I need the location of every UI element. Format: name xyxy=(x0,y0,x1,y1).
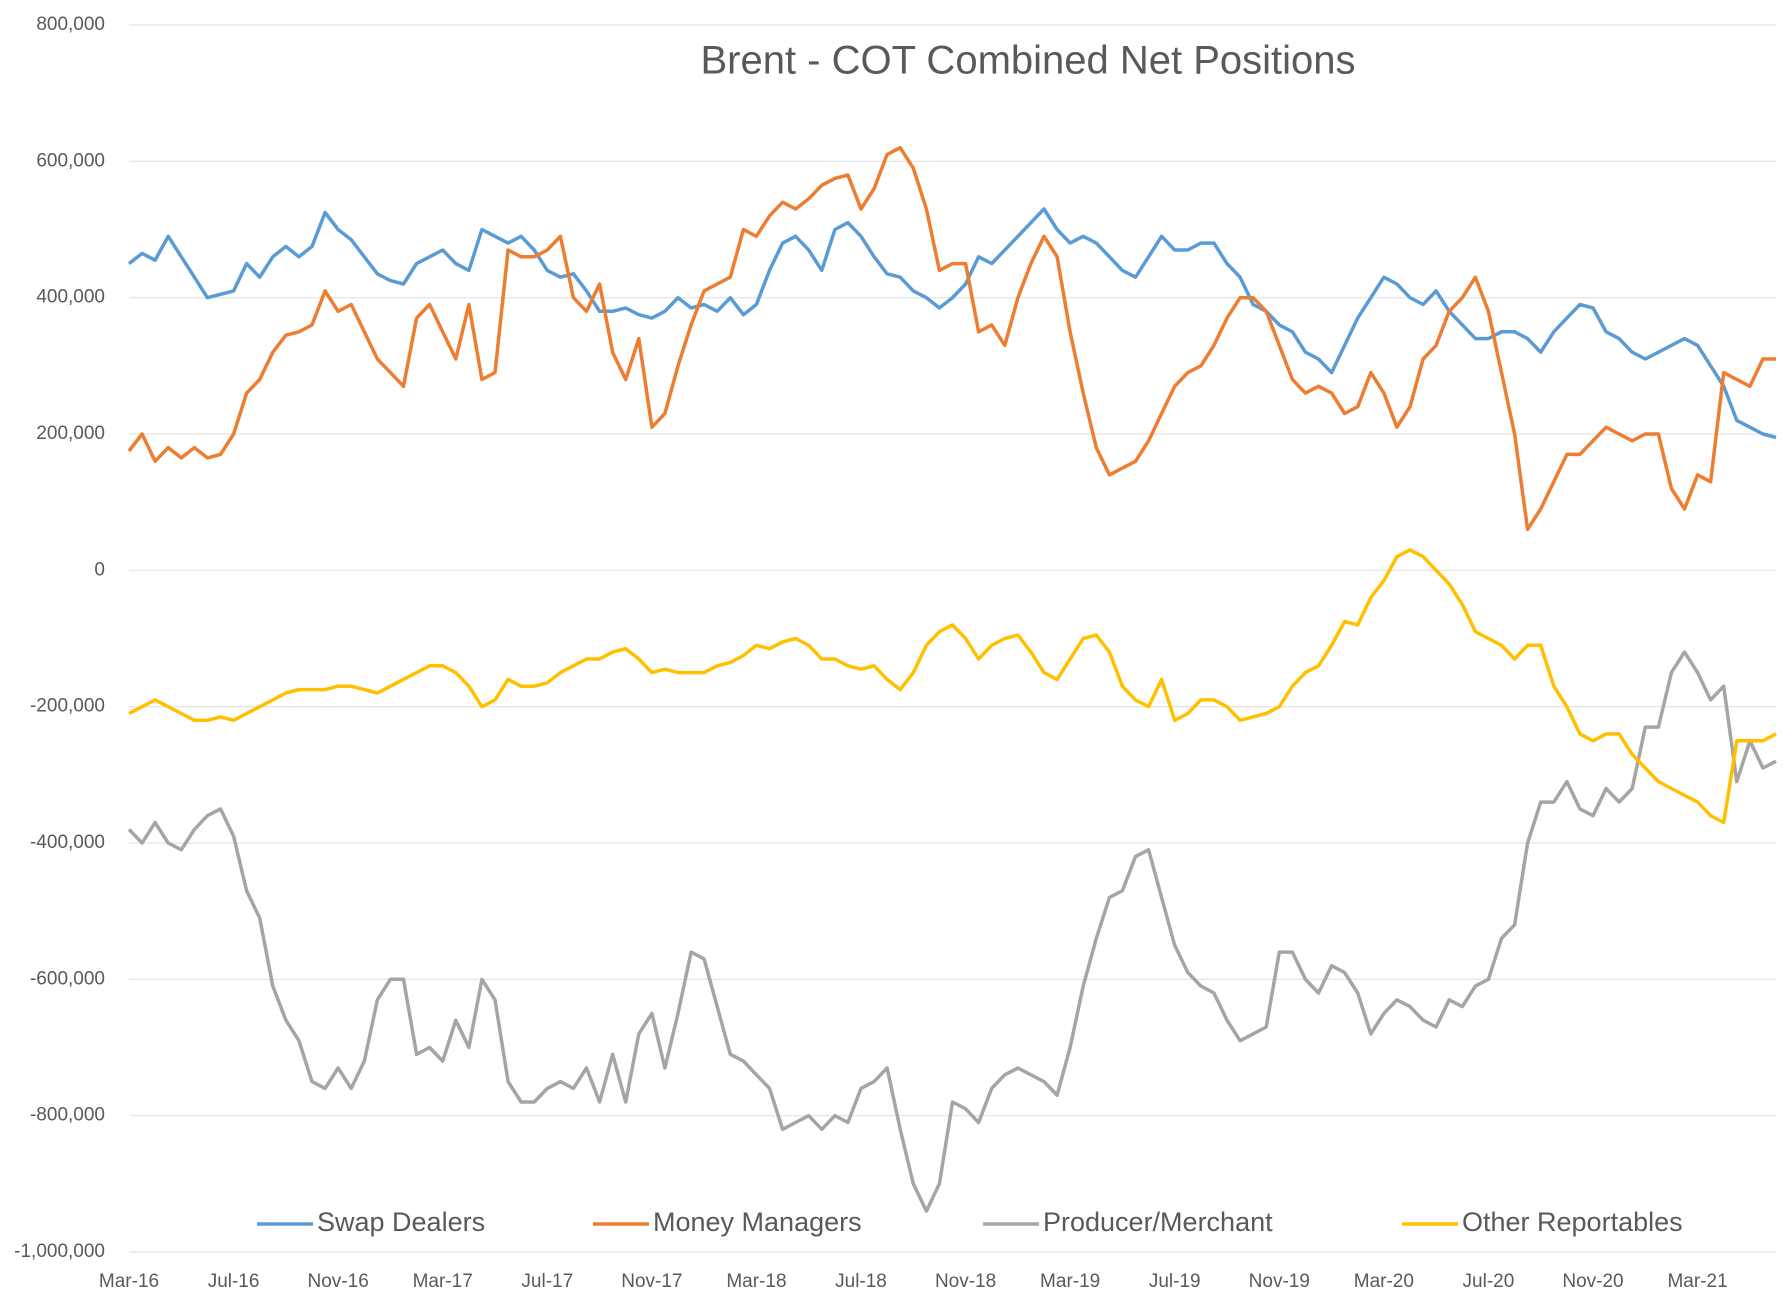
y-tick-label: -400,000 xyxy=(30,832,105,853)
legend-label: Swap Dealers xyxy=(317,1207,485,1237)
x-tick-label: Mar-19 xyxy=(1040,1271,1100,1292)
y-tick-label: 0 xyxy=(94,559,105,580)
x-tick-label: Jul-16 xyxy=(208,1271,260,1292)
y-tick-label: 600,000 xyxy=(36,150,105,171)
series-line xyxy=(128,548,1777,825)
x-tick-label: Nov-20 xyxy=(1562,1271,1623,1292)
series-line xyxy=(127,207,1777,440)
x-tick-label: Mar-21 xyxy=(1667,1271,1727,1292)
x-tick-label: Nov-19 xyxy=(1249,1271,1310,1292)
x-tick-label: Mar-16 xyxy=(99,1271,159,1292)
y-tick-label: 800,000 xyxy=(36,14,105,35)
y-tick-label: 400,000 xyxy=(36,287,105,308)
x-tick-label: Nov-18 xyxy=(935,1271,996,1292)
legend-label: Money Managers xyxy=(653,1207,862,1237)
chart-title: Brent - COT Combined Net Positions xyxy=(700,39,1355,83)
y-tick-label: -1,000,000 xyxy=(14,1241,105,1262)
x-tick-label: Nov-17 xyxy=(621,1271,682,1292)
x-tick-label: Mar-20 xyxy=(1354,1271,1414,1292)
series-line xyxy=(127,145,1776,532)
x-tick-label: Mar-18 xyxy=(726,1271,786,1292)
x-tick-label: Mar-17 xyxy=(413,1271,473,1292)
x-tick-label: Jul-19 xyxy=(1149,1271,1201,1292)
x-tick-label: Jul-17 xyxy=(521,1271,573,1292)
legend-label: Other Reportables xyxy=(1462,1207,1683,1237)
x-tick-label: Nov-16 xyxy=(308,1271,369,1292)
y-tick-label: 200,000 xyxy=(36,423,105,444)
y-tick-label: -200,000 xyxy=(30,696,105,717)
series-line xyxy=(127,650,1777,1213)
y-tick-label: -600,000 xyxy=(30,968,105,989)
x-tick-label: Jul-18 xyxy=(835,1271,887,1292)
legend-label: Producer/Merchant xyxy=(1043,1207,1273,1237)
x-tick-label: Jul-20 xyxy=(1463,1271,1515,1292)
y-tick-label: -800,000 xyxy=(30,1105,105,1126)
